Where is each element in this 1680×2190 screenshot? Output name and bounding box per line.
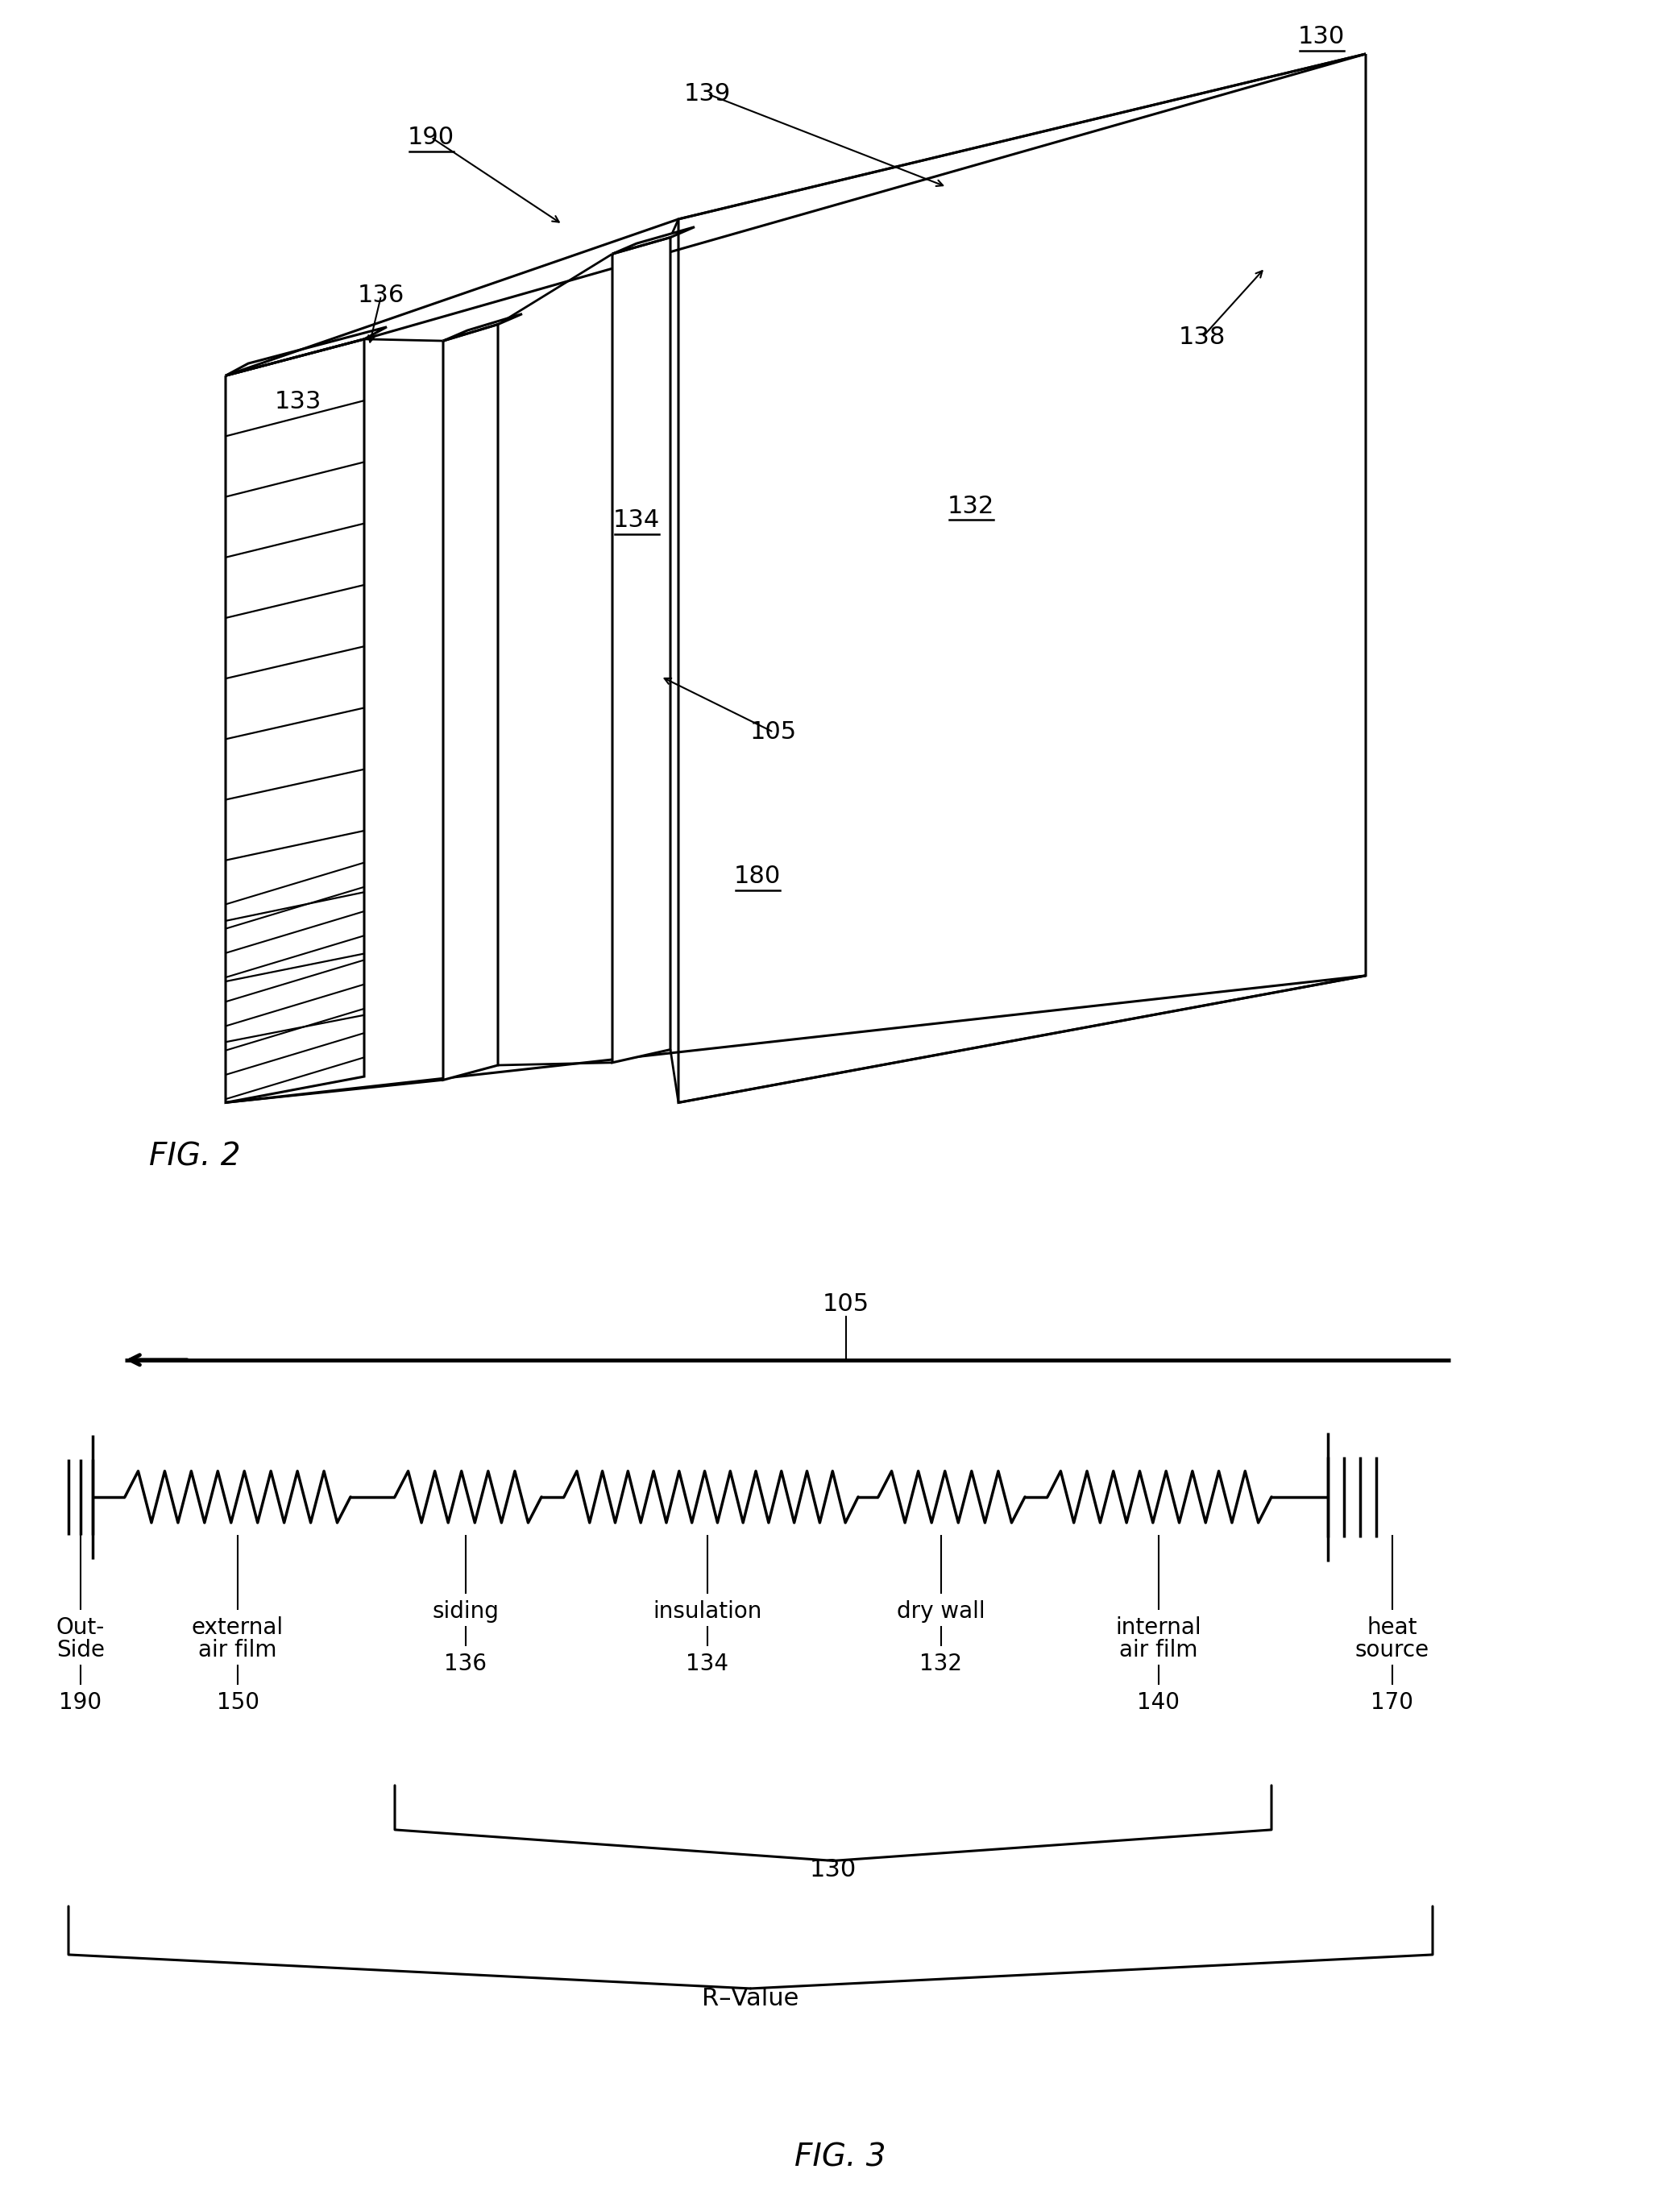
- Text: 190: 190: [408, 125, 455, 149]
- Text: 130: 130: [1299, 24, 1346, 48]
- Text: source: source: [1356, 1638, 1430, 1662]
- Text: 150: 150: [217, 1691, 259, 1715]
- Polygon shape: [225, 326, 386, 377]
- Text: 105: 105: [823, 1292, 870, 1316]
- Text: Side: Side: [57, 1638, 104, 1662]
- Polygon shape: [613, 228, 694, 254]
- Text: 170: 170: [1371, 1691, 1413, 1715]
- Text: 134: 134: [685, 1653, 729, 1675]
- Text: 140: 140: [1137, 1691, 1179, 1715]
- Text: 130: 130: [810, 1857, 857, 1881]
- Text: 180: 180: [734, 865, 781, 889]
- Polygon shape: [679, 55, 1366, 1102]
- Text: 136: 136: [358, 285, 405, 307]
- Text: 190: 190: [59, 1691, 102, 1715]
- Text: air film: air film: [1119, 1638, 1198, 1662]
- Text: 105: 105: [749, 721, 796, 745]
- Text: 132: 132: [919, 1653, 963, 1675]
- Text: FIG. 2: FIG. 2: [150, 1141, 240, 1172]
- Text: external: external: [192, 1616, 284, 1638]
- Polygon shape: [225, 339, 365, 1102]
- Text: heat: heat: [1368, 1616, 1418, 1638]
- Text: Out-: Out-: [57, 1616, 104, 1638]
- Text: 138: 138: [1179, 326, 1226, 348]
- Text: FIG. 3: FIG. 3: [795, 2142, 885, 2172]
- Text: 132: 132: [948, 495, 995, 517]
- Text: air film: air film: [198, 1638, 277, 1662]
- Polygon shape: [444, 324, 497, 1080]
- Text: insulation: insulation: [654, 1601, 763, 1623]
- Text: R–Value: R–Value: [702, 1986, 800, 2010]
- Text: 136: 136: [445, 1653, 487, 1675]
- Text: 139: 139: [684, 83, 731, 105]
- Polygon shape: [613, 237, 670, 1062]
- Polygon shape: [225, 55, 1366, 377]
- Text: internal: internal: [1116, 1616, 1201, 1638]
- Polygon shape: [444, 313, 522, 342]
- Text: siding: siding: [432, 1601, 499, 1623]
- Text: dry wall: dry wall: [897, 1601, 984, 1623]
- Text: 134: 134: [613, 508, 660, 532]
- Text: 133: 133: [274, 390, 321, 414]
